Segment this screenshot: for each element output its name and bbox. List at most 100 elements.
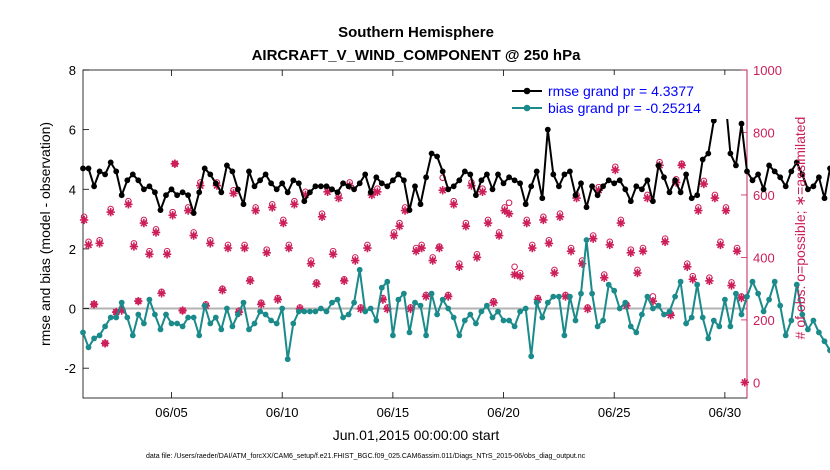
rmse-point bbox=[777, 174, 784, 181]
rmse-point bbox=[793, 159, 800, 166]
obs-possible-marker bbox=[505, 199, 513, 207]
rmse-point bbox=[179, 189, 186, 196]
obs-assimilated-marker bbox=[461, 221, 471, 231]
rmse-point bbox=[677, 189, 684, 196]
rmse-point bbox=[218, 189, 225, 196]
rmse-point bbox=[705, 150, 712, 157]
bias-point bbox=[207, 320, 214, 327]
bias-point bbox=[229, 323, 236, 330]
rmse-point bbox=[229, 168, 236, 175]
rmse-point bbox=[129, 171, 136, 178]
bias-point bbox=[141, 320, 147, 327]
obs-assimilated-marker bbox=[583, 304, 592, 314]
obs-assimilated-marker bbox=[373, 187, 382, 197]
bias-point bbox=[135, 311, 142, 318]
rmse-point bbox=[550, 171, 557, 178]
rmse-point bbox=[323, 183, 330, 190]
bias-point bbox=[417, 302, 424, 309]
obs-assimilated-marker bbox=[600, 273, 609, 282]
bias-point bbox=[500, 317, 507, 324]
rmse-point bbox=[196, 189, 203, 196]
bias-point bbox=[705, 335, 712, 342]
rmse-point bbox=[556, 183, 562, 190]
rmse-point bbox=[473, 192, 479, 199]
bias-point bbox=[583, 237, 590, 243]
rmse-point bbox=[539, 195, 546, 202]
rmse-point bbox=[710, 117, 717, 124]
obs-assimilated-marker bbox=[218, 286, 227, 295]
obs-assimilated-marker bbox=[483, 218, 493, 228]
obs-assimilated-marker bbox=[677, 161, 686, 170]
rmse-point bbox=[821, 195, 828, 202]
bias-point bbox=[633, 329, 640, 336]
bias-point bbox=[733, 290, 739, 297]
chart-title-line2: AIRCRAFT_V_WIND_COMPONENT @ 250 hPa bbox=[252, 47, 582, 64]
y-tick-label: 0 bbox=[69, 302, 76, 317]
rmse-point bbox=[567, 168, 573, 175]
bias-point bbox=[273, 320, 280, 327]
bias-point bbox=[616, 305, 623, 312]
bias-point bbox=[312, 308, 319, 315]
rmse-point bbox=[600, 183, 606, 190]
rmse-point bbox=[484, 171, 490, 178]
obs-assimilated-marker bbox=[411, 246, 421, 256]
rmse-point bbox=[461, 168, 468, 175]
rmse-point bbox=[168, 186, 175, 193]
rmse-point bbox=[639, 186, 645, 193]
rmse-point bbox=[699, 156, 706, 163]
bias-point bbox=[262, 311, 269, 318]
bias-point bbox=[627, 323, 634, 330]
obs-assimilated-marker bbox=[643, 193, 652, 203]
rmse-point bbox=[672, 177, 678, 184]
rmse-point bbox=[240, 201, 247, 208]
bias-point bbox=[445, 305, 452, 312]
bias-point bbox=[118, 299, 125, 306]
rmse-point bbox=[185, 192, 192, 199]
rmse-point bbox=[334, 189, 341, 196]
x-tick-label: 06/30 bbox=[709, 405, 742, 420]
bias-point bbox=[666, 308, 673, 315]
bias-point bbox=[196, 332, 203, 339]
obs-assimilated-marker bbox=[544, 239, 554, 248]
obs-assimilated-marker bbox=[162, 250, 172, 259]
rmse-point bbox=[102, 171, 108, 178]
bias-point bbox=[688, 314, 695, 321]
obs-assimilated-marker bbox=[363, 243, 372, 253]
bias-point bbox=[212, 314, 219, 321]
bias-point bbox=[827, 347, 830, 354]
bias-point bbox=[771, 278, 778, 285]
bias-point bbox=[738, 311, 745, 318]
x-tick-label: 06/10 bbox=[266, 405, 299, 420]
bias-point bbox=[517, 308, 523, 315]
bias-point bbox=[367, 305, 374, 312]
rmse-point bbox=[655, 162, 662, 169]
rmse-point bbox=[146, 183, 153, 190]
bias-point bbox=[201, 302, 208, 309]
bias-point bbox=[639, 311, 645, 318]
obs-assimilated-marker bbox=[633, 268, 642, 278]
rmse-point bbox=[755, 171, 761, 178]
bias-point bbox=[129, 332, 136, 339]
obs-assimilated-marker bbox=[240, 243, 249, 253]
bias-point bbox=[439, 296, 446, 303]
rmse-point bbox=[163, 192, 169, 199]
series-lines bbox=[80, 91, 830, 363]
obs-assimilated-marker bbox=[168, 211, 177, 220]
rmse-point bbox=[268, 180, 274, 187]
obs-assimilated-marker bbox=[178, 306, 187, 315]
bias-point bbox=[246, 326, 252, 333]
rmse-point bbox=[805, 186, 811, 193]
obs-assimilated-marker bbox=[245, 276, 255, 286]
bias-point bbox=[550, 293, 557, 300]
obs-assimilated-marker bbox=[129, 242, 139, 251]
rmse-point bbox=[528, 183, 535, 190]
bias-point bbox=[799, 311, 806, 318]
bias-point bbox=[594, 323, 601, 330]
rmse-point bbox=[91, 183, 97, 190]
rmse-point bbox=[356, 180, 363, 187]
legend-rmse-text: rmse grand pr = 4.3377 bbox=[548, 83, 694, 99]
rmse-point bbox=[345, 183, 352, 190]
rmse-point bbox=[594, 192, 601, 199]
rmse-point bbox=[683, 171, 689, 178]
bias-point bbox=[345, 311, 352, 318]
